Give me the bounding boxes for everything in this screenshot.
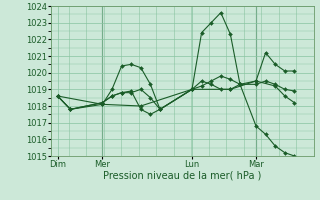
X-axis label: Pression niveau de la mer( hPa ): Pression niveau de la mer( hPa ) — [103, 171, 261, 181]
